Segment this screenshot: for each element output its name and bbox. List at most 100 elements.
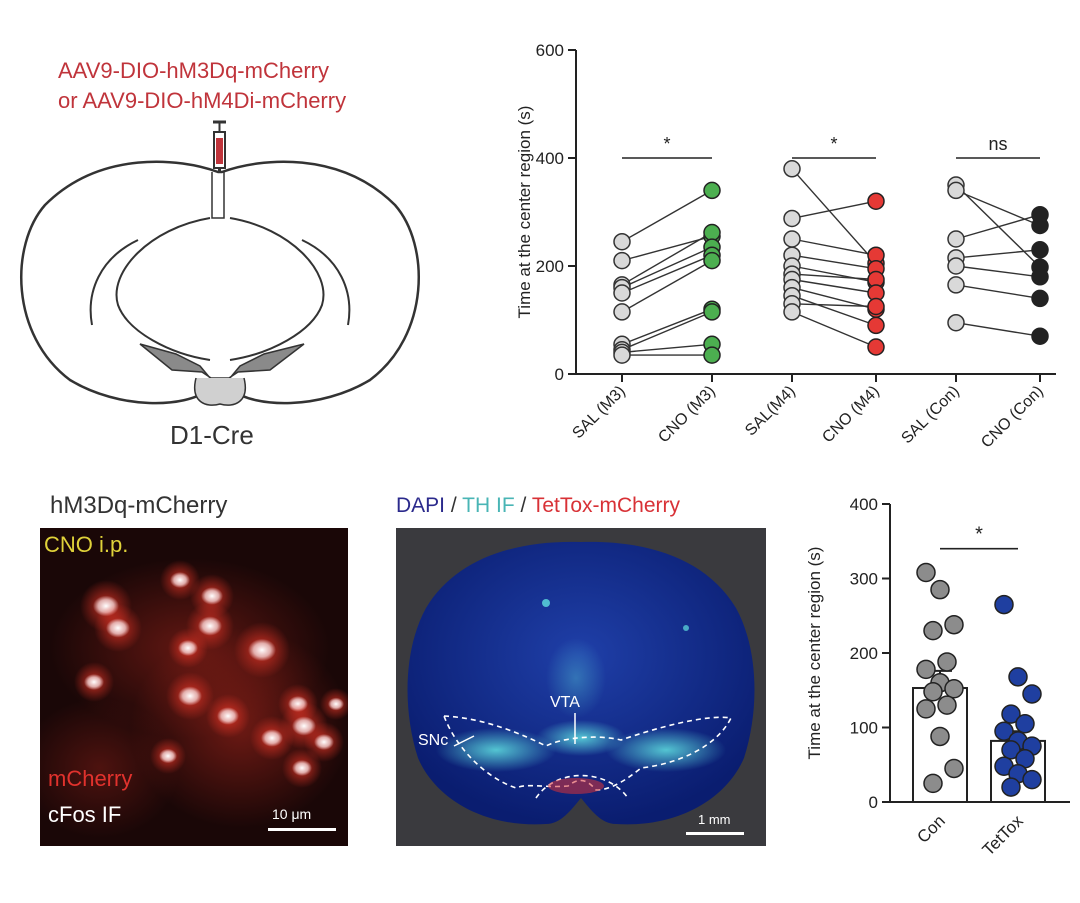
micro-image [40,528,348,846]
point-cno [867,192,885,210]
point-con [930,726,950,747]
point-cno [867,338,885,356]
virus-label-line-1: AAV9-DIO-hM3Dq-mCherry [58,58,329,83]
pair-line [791,168,877,264]
pair-line [791,278,877,294]
micro-scale-bar [268,828,336,831]
virus-label-line-2: or AAV9-DIO-hM4Di-mCherry [58,88,347,113]
point-con [923,773,943,794]
micro-scale-label: 10 μm [272,806,312,822]
pair-line [791,303,877,308]
point-con [916,659,936,680]
point-con [937,695,957,715]
pair-line [791,238,877,256]
fluo-title-dapi: DAPI [396,494,446,517]
point-cno [1031,241,1049,259]
fluo-scale-label: 1 mm [698,812,731,827]
point-tettox [1008,667,1028,687]
brain-schematic [20,120,420,406]
vta-label: VTA [550,694,580,711]
point-con [944,614,964,635]
x-tick-label: TetTox [979,811,1028,860]
x-tick-label: SAL (Con) [898,383,962,447]
point-sal [613,251,631,270]
point-sal [783,230,801,248]
point-con [937,652,957,672]
fluo-title-sep-1: / [450,494,457,517]
point-sal [783,303,801,321]
pair-line [955,322,1041,337]
pair-line [955,265,1041,278]
fluo-title-mcherry: TetTox-mCherry [531,494,681,517]
micro-cell [314,734,334,750]
point-con [916,562,936,583]
significance-label: * [663,134,670,154]
point-cno [703,251,721,270]
significance-label: * [830,134,837,154]
y-tick-label: 600 [536,41,564,60]
fluo-image-graphic [396,528,766,846]
pair-line [791,200,877,220]
point-sal [783,209,801,228]
micro-treatment-label: CNO i.p. [44,532,129,557]
pair-line [621,231,713,286]
point-sal [947,276,965,294]
micro-cell [178,686,202,706]
significance-label: ns [988,134,1007,154]
point-tettox [1001,704,1021,724]
snc-label: SNc [418,732,449,749]
point-cno [1031,205,1049,224]
pair-line [955,214,1041,240]
micro-cell [292,760,312,776]
pair-line [955,284,1041,300]
ventricle-left [89,239,139,326]
micro-cell [248,638,276,662]
point-cno [703,346,721,364]
pair-line [621,254,713,294]
pair-line [621,246,713,289]
micro-legend-mcherry: mCherry [48,766,133,791]
point-con [923,681,943,702]
pair-line [621,308,713,345]
significance-label: * [975,524,983,546]
mouse-line-label: D1-Cre [170,420,254,450]
micro-cell [106,618,130,638]
pair-line [621,259,713,313]
micro-cell [84,674,104,690]
y-axis-label: Time at the center region (s) [805,547,824,760]
point-cno [703,223,721,242]
bar-chart-points [916,562,1042,797]
pair-line [621,189,713,243]
pair-line [955,249,1041,259]
pons-outline [193,377,247,406]
micro-cell [159,748,177,764]
point-tettox [994,721,1014,741]
snc-vta-outline [442,715,733,791]
y-tick-label: 400 [536,149,564,168]
pair-line [621,343,713,354]
fluo-panel-title: DAPI / TH IF / TetTox-mCherry [396,494,680,518]
point-tettox [1022,684,1042,704]
y-tick-label: 200 [850,644,878,663]
point-con [944,679,964,699]
pair-line [791,295,877,327]
micro-cells [74,560,348,788]
x-tick-label: SAL(M4) [742,383,799,440]
x-tick-label: CNO (Con) [978,383,1047,452]
pair-line [621,311,713,351]
point-con [944,758,964,779]
fluo-title-sep-2: / [520,494,527,517]
y-tick-label: 0 [869,793,878,812]
target-region [139,343,305,385]
micro-cell [261,729,283,747]
paired-chart-lines [621,168,1041,356]
point-tettox [994,594,1014,615]
micro-cell [328,697,344,711]
point-tettox [1022,769,1042,790]
point-cno [703,303,721,321]
bar-chart: 0 100 200 300 400 Time at the center region (… [805,495,1070,860]
point-cno [1031,289,1049,308]
point-tettox [1015,714,1035,734]
virus-label: AAV9-DIO-hM3Dq-mCherry or AAV9-DIO-hM4Di… [58,56,438,116]
point-tettox [1001,777,1021,797]
